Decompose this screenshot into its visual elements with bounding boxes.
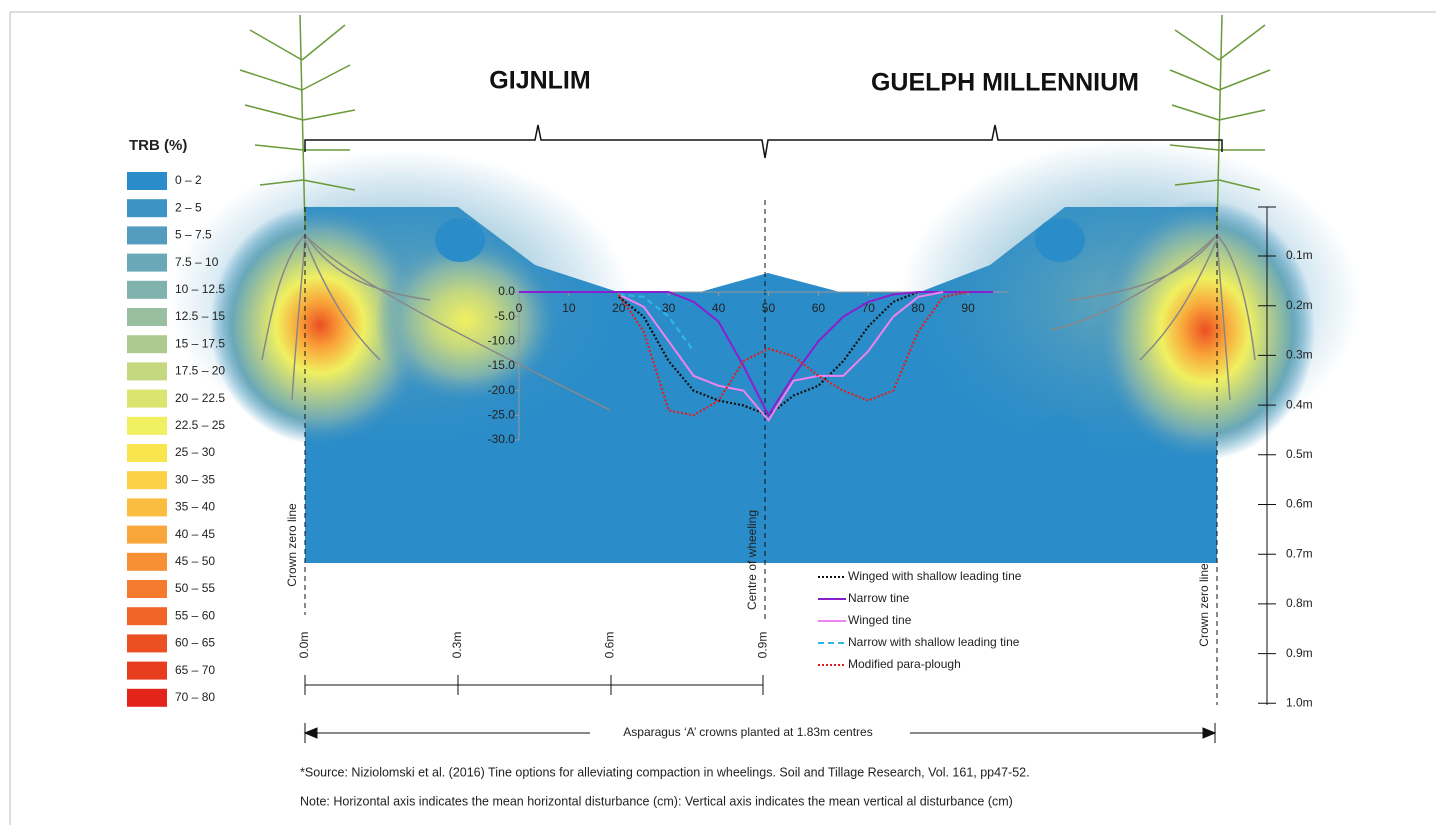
y-tick-label: -20.0: [488, 383, 516, 397]
depth-label: 1.0m: [1286, 695, 1313, 709]
crown-line-label: Crown zero line: [285, 503, 299, 587]
series-line: [518, 291, 994, 418]
legend-label: Narrow with shallow leading tine: [848, 635, 1020, 649]
legend-swatch: [127, 444, 167, 462]
legend-swatch: [127, 661, 167, 680]
legend-label: 12.5 – 15: [175, 309, 225, 323]
legend-label: 17.5 – 20: [175, 364, 225, 378]
series-line: [618, 291, 944, 422]
x-tick-label: 70: [862, 301, 876, 315]
legend-swatch: [127, 416, 167, 435]
x-tick-label: 50: [762, 301, 776, 315]
plant-right: [1049, 14, 1271, 401]
legend-swatch: [127, 525, 167, 544]
legend-swatch: [127, 280, 167, 299]
x-tick-label: 80: [912, 301, 926, 315]
legend-label: 35 – 40: [175, 500, 215, 514]
centre-label: Centre of wheeling: [745, 510, 759, 610]
legend-label: 0 – 2: [175, 173, 202, 187]
y-tick-label: -15.0: [488, 358, 516, 372]
legend-label: 40 – 45: [175, 527, 215, 541]
legend-swatch: [127, 335, 167, 354]
legend-label: Modified para-plough: [848, 657, 961, 671]
legend-swatch: [127, 688, 167, 707]
legend-swatch: [127, 580, 167, 598]
legend-swatch: [127, 172, 167, 190]
braces: [304, 124, 1223, 159]
depth-label: 0.3m: [1286, 348, 1313, 362]
depth-label: 0.7m: [1286, 546, 1313, 560]
title-left: GIJNLIM: [489, 67, 590, 95]
crown-line-label: Crown zero line: [1197, 563, 1211, 647]
legend-label: 45 – 50: [175, 554, 215, 568]
y-tick-label: -25.0: [488, 408, 516, 422]
legend-label: 70 – 80: [175, 690, 215, 704]
legend-swatch: [127, 389, 167, 408]
depth-label: 0.8m: [1286, 596, 1313, 610]
legend-label: 65 – 70: [175, 663, 215, 677]
width-label: 0.9m: [755, 632, 769, 659]
x-tick-label: 90: [961, 301, 975, 315]
legend-swatch: [127, 253, 167, 272]
legend-label: 5 – 7.5: [175, 228, 212, 242]
depth-label: 0.9m: [1286, 646, 1313, 660]
depth-label: 0.2m: [1286, 298, 1313, 312]
legend-label: Winged tine: [848, 613, 912, 627]
y-tick-label: -10.0: [488, 334, 516, 348]
depth-label: 0.4m: [1286, 397, 1313, 411]
width-label: 0.3m: [450, 632, 464, 659]
x-tick-label: 10: [562, 301, 576, 315]
legend-swatch: [127, 498, 167, 517]
legend-label: 15 – 17.5: [175, 336, 225, 350]
source-note: *Source: Niziolomski et al. (2016) Tine …: [300, 765, 1030, 779]
axis-note: Note: Horizontal axis indicates the mean…: [300, 794, 1013, 808]
legend-label: 55 – 60: [175, 608, 215, 622]
x-tick-label: 30: [662, 301, 676, 315]
legend-label: 20 – 22.5: [175, 391, 225, 405]
legend-title: TRB (%): [129, 137, 187, 154]
legend-swatch: [127, 634, 167, 653]
y-tick-label: 0.0: [498, 284, 515, 298]
width-label: 0.0m: [297, 632, 311, 659]
rulers: [303, 207, 1268, 743]
x-tick-label: 0: [516, 301, 523, 315]
x-tick-label: 20: [612, 301, 626, 315]
legend-label: 50 – 55: [175, 581, 215, 595]
legend-swatch: [127, 199, 167, 218]
width-label: 0.6m: [603, 632, 617, 659]
legend-swatch: [127, 362, 167, 381]
series-line: [618, 293, 695, 352]
plant-left: [239, 14, 611, 411]
legend-label: 60 – 65: [175, 636, 215, 650]
legend-swatch: [127, 471, 167, 490]
y-tick-label: -30.0: [488, 432, 516, 446]
legend-swatch: [127, 607, 167, 626]
x-tick-label: 60: [812, 301, 826, 315]
legend-swatch: [127, 308, 167, 326]
title-right: GUELPH MILLENNIUM: [871, 69, 1139, 97]
x-tick-label: 40: [712, 301, 726, 315]
legend-label: 30 – 35: [175, 472, 215, 486]
legend-label: 2 – 5: [175, 200, 202, 214]
depth-label: 0.1m: [1286, 248, 1313, 262]
legend-label: 10 – 12.5: [175, 282, 225, 296]
legend-label: 7.5 – 10: [175, 255, 219, 269]
legend-swatch: [127, 552, 167, 571]
depth-label: 0.5m: [1286, 447, 1313, 461]
depth-label: 0.6m: [1286, 497, 1313, 511]
legend-label: 22.5 – 25: [175, 418, 225, 432]
spacing-label: Asparagus ‘A’ crowns planted at 1.83m ce…: [623, 725, 872, 739]
frame: [9, 11, 1436, 825]
legend-swatch: [127, 226, 167, 245]
legend-label: Winged with shallow leading tine: [848, 569, 1022, 583]
legend-label: Narrow tine: [848, 591, 910, 605]
y-tick-label: -5.0: [494, 309, 515, 323]
legend-label: 25 – 30: [175, 445, 215, 459]
